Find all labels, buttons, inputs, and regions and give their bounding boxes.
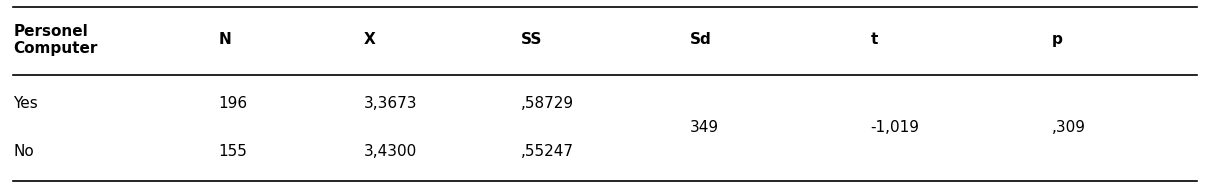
Text: Sd: Sd [690, 32, 711, 47]
Text: ,55247: ,55247 [520, 144, 574, 159]
Text: No: No [13, 144, 34, 159]
Text: ,309: ,309 [1051, 120, 1085, 135]
Text: p: p [1051, 32, 1062, 47]
Text: Personel
Computer: Personel Computer [13, 24, 98, 56]
Text: SS: SS [520, 32, 542, 47]
Text: X: X [363, 32, 375, 47]
Text: t: t [870, 32, 878, 47]
Text: 3,3673: 3,3673 [363, 97, 417, 111]
Text: 155: 155 [219, 144, 248, 159]
Text: 3,4300: 3,4300 [363, 144, 416, 159]
Text: Yes: Yes [13, 97, 39, 111]
Text: N: N [219, 32, 231, 47]
Text: 196: 196 [219, 97, 248, 111]
Text: -1,019: -1,019 [870, 120, 920, 135]
Text: 349: 349 [690, 120, 719, 135]
Text: ,58729: ,58729 [520, 97, 574, 111]
